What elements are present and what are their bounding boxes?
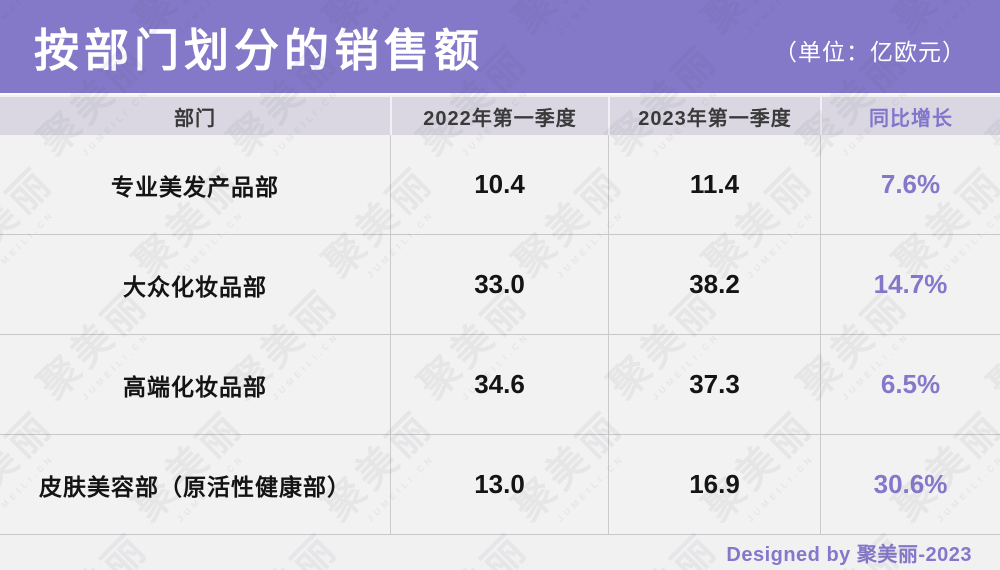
- department-name: 专业美发产品部: [111, 173, 279, 200]
- yoy-growth-value: 7.6%: [820, 135, 1000, 234]
- yoy-growth-value: 14.7%: [820, 235, 1000, 334]
- page-title: 按部门划分的销售额: [34, 25, 485, 76]
- table-body: 专业美发产品部 10.4 11.4 7.6% 大众化妆品部 33.0 38.2 …: [0, 135, 1000, 535]
- table-row: 高端化妆品部 34.6 37.3 6.5%: [0, 335, 1000, 435]
- column-header-q1-2022: 2022年第一季度: [390, 97, 608, 135]
- table-row: 大众化妆品部 33.0 38.2 14.7%: [0, 235, 1000, 335]
- column-header-department: 部门: [174, 107, 216, 130]
- yoy-growth-value: 30.6%: [820, 435, 1000, 534]
- q1-2023-value: 37.3: [608, 335, 820, 434]
- column-header-yoy-growth: 同比增长: [820, 97, 1000, 135]
- q1-2022-value: 33.0: [390, 235, 608, 334]
- table-row: 专业美发产品部 10.4 11.4 7.6%: [0, 135, 1000, 235]
- q1-2022-value: 13.0: [390, 435, 608, 534]
- footer: Designed by 聚美丽-2023: [0, 535, 1000, 570]
- unit-label: （单位：亿欧元）: [774, 38, 966, 65]
- department-name: 大众化妆品部: [123, 273, 267, 300]
- department-name: 高端化妆品部: [123, 373, 267, 400]
- q1-2022-value: 34.6: [390, 335, 608, 434]
- q1-2023-value: 16.9: [608, 435, 820, 534]
- table-row: 皮肤美容部（原活性健康部） 13.0 16.9 30.6%: [0, 435, 1000, 535]
- title-banner: 按部门划分的销售额 （单位：亿欧元）: [0, 0, 1000, 95]
- q1-2023-value: 38.2: [608, 235, 820, 334]
- table-header-row: 部门 2022年第一季度 2023年第一季度 同比增长: [0, 97, 1000, 135]
- q1-2022-value: 10.4: [390, 135, 608, 234]
- credit-text: Designed by 聚美丽-2023: [726, 544, 972, 566]
- yoy-growth-value: 6.5%: [820, 335, 1000, 434]
- q1-2023-value: 11.4: [608, 135, 820, 234]
- column-header-q1-2023: 2023年第一季度: [608, 97, 820, 135]
- department-name: 皮肤美容部（原活性健康部）: [39, 473, 351, 500]
